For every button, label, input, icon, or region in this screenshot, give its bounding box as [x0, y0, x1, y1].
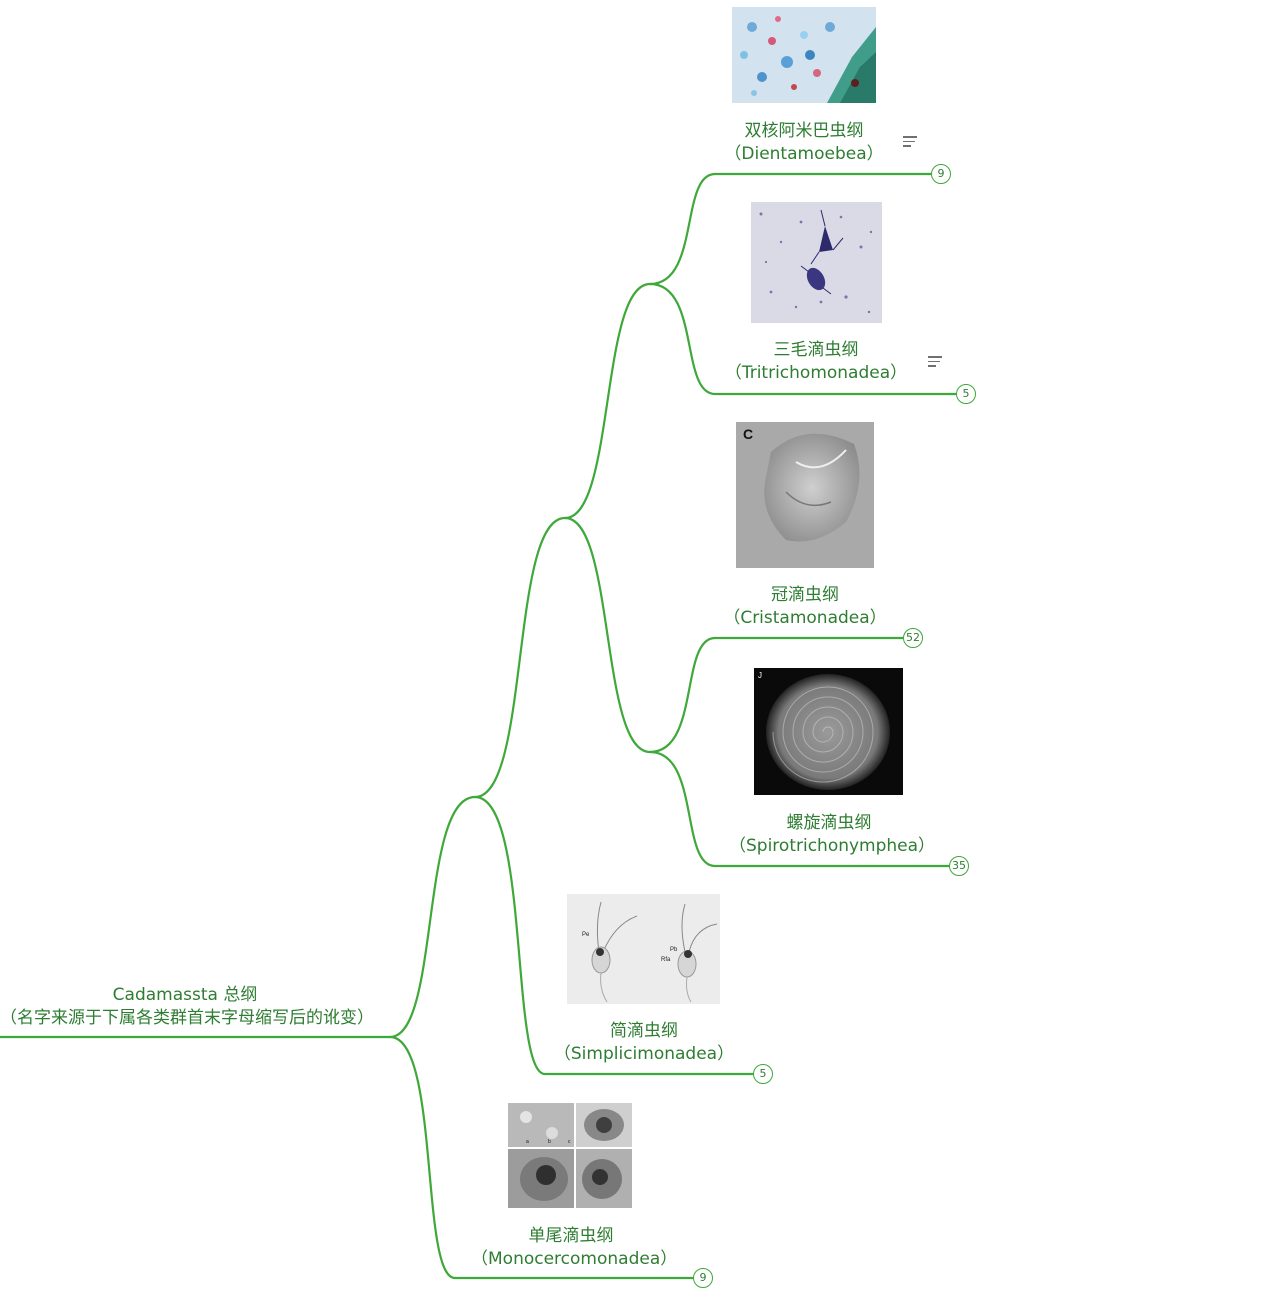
node-image-spirotrichonymphea: J [754, 668, 903, 795]
image-label: c [568, 1139, 571, 1145]
image-label: Rfa [661, 957, 671, 963]
node-label-cristamonadea[interactable]: 冠滴虫纲 （Cristamonadea） [705, 584, 905, 630]
node-cn-name: 简滴虫纲 [610, 1021, 678, 1041]
node-image-cristamonadea: C [736, 422, 874, 568]
child-count-badge[interactable]: 5 [956, 384, 976, 404]
child-count-badge[interactable]: 5 [753, 1064, 773, 1084]
node-label-simplicimonadea[interactable]: 简滴虫纲 （Simplicimonadea） [544, 1020, 744, 1066]
image-label: b [548, 1139, 551, 1145]
node-en-name: （Simplicimonadea） [553, 1044, 735, 1064]
node-cn-name: 冠滴虫纲 [771, 585, 839, 605]
node-en-name: （Spirotrichonymphea） [729, 836, 936, 856]
child-count-badge[interactable]: 9 [931, 164, 951, 184]
node-image-tritrichomonadea [751, 202, 882, 323]
node-label-monocercomonadea[interactable]: 单尾滴虫纲 （Monocercomonadea） [471, 1225, 678, 1271]
node-cn-name: 单尾滴虫纲 [528, 1226, 614, 1246]
image-label: a [526, 1139, 529, 1145]
image-label: Pe [582, 932, 590, 938]
node-en-name: （Monocercomonadea） [471, 1249, 678, 1269]
note-icon[interactable] [903, 136, 917, 150]
node-label-spirotrichonymphea[interactable]: 螺旋滴虫纲 （Spirotrichonymphea） [729, 812, 936, 858]
child-count-badge[interactable]: 9 [693, 1268, 713, 1288]
child-count-badge[interactable]: 35 [949, 856, 969, 876]
node-label-dientamoebea[interactable]: 双核阿米巴虫纲 （Dientamoebea） [704, 120, 904, 166]
node-image-simplicimonadea: Pe Pb Rfa [567, 894, 720, 1004]
root-title: Cadamassta 总纲 [112, 985, 258, 1005]
image-label: Pb [670, 947, 678, 953]
root-subtitle: （名字来源于下属各类群首末字母缩写后的讹变） [0, 1008, 374, 1028]
node-en-name: （Tritrichomonadea） [724, 363, 908, 383]
node-cn-name: 三毛滴虫纲 [773, 340, 859, 360]
node-cn-name: 双核阿米巴虫纲 [744, 121, 864, 141]
root-node[interactable]: Cadamassta 总纲 （名字来源于下属各类群首末字母缩写后的讹变） [0, 984, 374, 1030]
node-en-name: （Dientamoebea） [724, 144, 884, 164]
note-icon[interactable] [928, 356, 942, 370]
node-en-name: （Cristamonadea） [723, 608, 887, 628]
node-image-monocercomonadea: a b c [508, 1103, 632, 1208]
image-panel-letter: J [758, 671, 762, 680]
node-image-dientamoebea [732, 7, 876, 103]
node-cn-name: 螺旋滴虫纲 [786, 813, 872, 833]
image-panel-letter: C [743, 426, 753, 442]
child-count-badge[interactable]: 52 [903, 628, 923, 648]
node-label-tritrichomonadea[interactable]: 三毛滴虫纲 （Tritrichomonadea） [716, 339, 916, 385]
